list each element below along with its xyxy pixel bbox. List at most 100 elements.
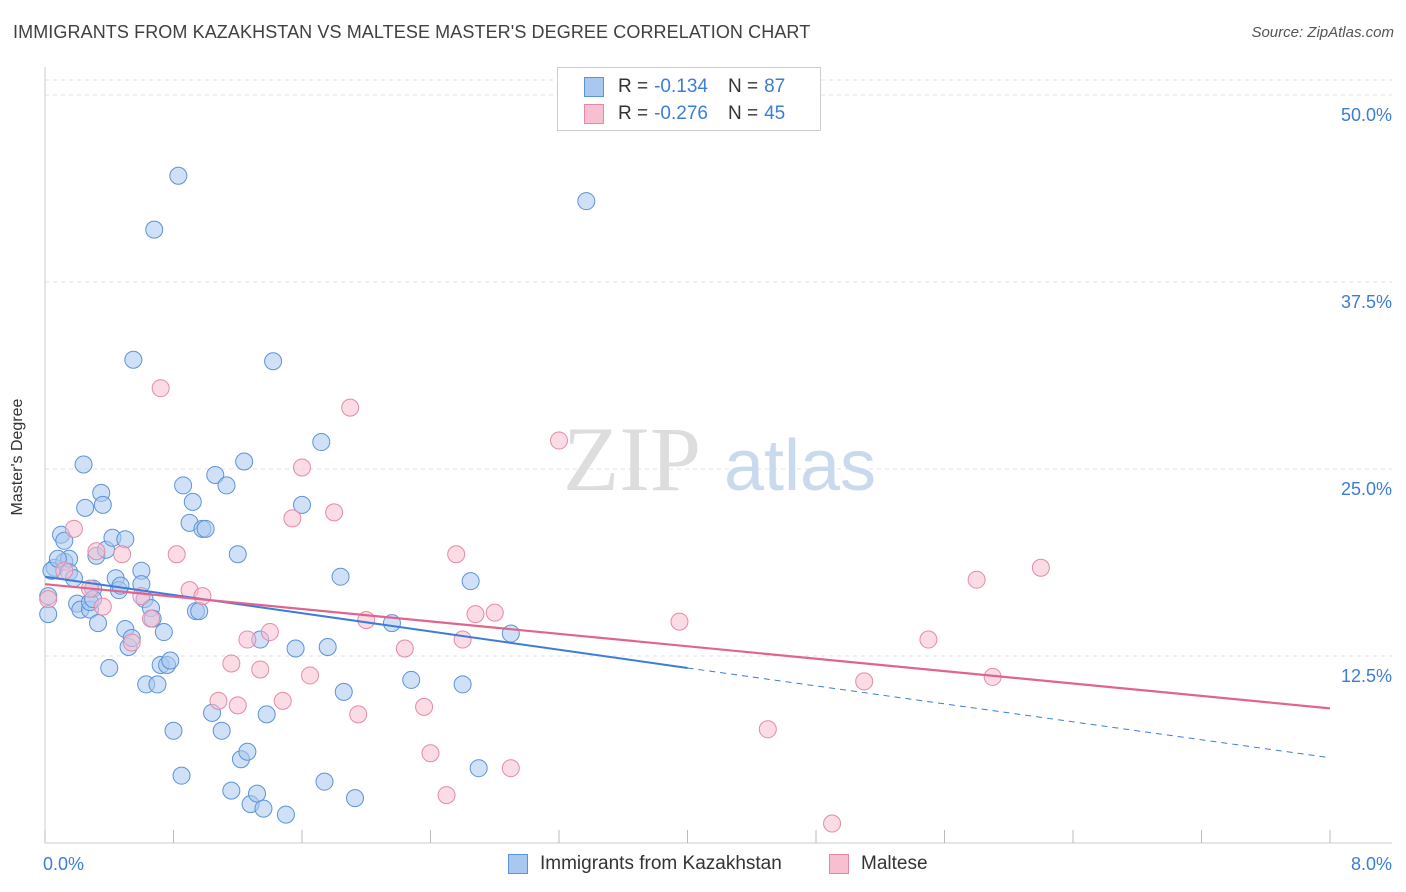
chart-title: IMMIGRANTS FROM KAZAKHSTAN VS MALTESE MA… bbox=[13, 22, 811, 42]
kazakhstan-point bbox=[254, 799, 273, 818]
legend-r-value: -0.134 bbox=[654, 76, 708, 97]
maltese-point bbox=[466, 605, 485, 624]
maltese-trend-line bbox=[44, 583, 1331, 710]
kazakhstan-point bbox=[334, 682, 353, 701]
kazakhstan-point bbox=[257, 705, 276, 724]
legend-r-value: -0.276 bbox=[654, 103, 708, 124]
bottom-legend-maltese: Maltese bbox=[829, 851, 928, 877]
kazakhstan-point bbox=[461, 572, 480, 591]
maltese-point bbox=[325, 503, 344, 522]
maltese-point bbox=[151, 379, 170, 398]
watermark: ZIP atlas bbox=[563, 408, 876, 510]
kazakhstan-point bbox=[235, 452, 254, 471]
bottom-legend-kazakhstan: Immigrants from Kazakhstan bbox=[508, 851, 782, 877]
maltese-point bbox=[758, 720, 777, 739]
maltese-point bbox=[55, 561, 74, 580]
maltese-point bbox=[670, 612, 689, 631]
kazakhstan-point bbox=[190, 602, 209, 621]
kazakhstan-point bbox=[172, 766, 191, 785]
maltese-point bbox=[501, 759, 520, 778]
legend-swatch-kazakhstan bbox=[584, 77, 604, 97]
legend-n-label: N = bbox=[727, 76, 759, 97]
kazakhstan-point bbox=[89, 614, 108, 633]
maltese-point bbox=[823, 814, 842, 833]
watermark-zip: ZIP bbox=[563, 408, 701, 510]
kazakhstan-point bbox=[286, 639, 305, 658]
maltese-point bbox=[415, 697, 434, 716]
kazakhstan-point bbox=[164, 721, 183, 740]
maltese-point bbox=[447, 545, 466, 564]
maltese-point bbox=[228, 696, 247, 715]
kazakhstan-point bbox=[402, 670, 421, 689]
kazakhstan-point bbox=[196, 519, 215, 538]
maltese-point bbox=[437, 786, 456, 805]
kazakhstan-point bbox=[469, 759, 488, 778]
maltese-point bbox=[39, 590, 58, 609]
y-tick-label: 50.0% bbox=[1341, 105, 1392, 125]
kazakhstan-point bbox=[238, 742, 257, 761]
kazakhstan-trend-extension bbox=[687, 667, 1331, 759]
maltese-point bbox=[122, 633, 141, 652]
maltese-point bbox=[273, 691, 292, 710]
maltese-point bbox=[293, 458, 311, 477]
x-tick-label-max: 8.0% bbox=[1351, 854, 1392, 874]
maltese-point bbox=[238, 630, 257, 649]
legend-r-label: R = bbox=[618, 103, 649, 124]
kazakhstan-point bbox=[116, 530, 135, 549]
kazakhstan-point bbox=[318, 638, 337, 657]
kazakhstan-point bbox=[93, 495, 112, 514]
x-tick-label-min: 0.0% bbox=[43, 854, 84, 874]
maltese-point bbox=[349, 705, 368, 724]
maltese-point bbox=[93, 597, 112, 616]
bottom-legend-label-maltese: Maltese bbox=[861, 853, 928, 874]
legend-n-label: N = bbox=[727, 103, 759, 124]
maltese-point bbox=[395, 639, 414, 658]
y-tick-label: 25.0% bbox=[1341, 479, 1392, 499]
kazakhstan-point bbox=[331, 567, 350, 586]
kazakhstan-points bbox=[39, 166, 596, 824]
kazakhstan-point bbox=[312, 433, 331, 452]
kazakhstan-point bbox=[212, 721, 231, 740]
maltese-point bbox=[142, 609, 161, 628]
kazakhstan-point bbox=[39, 605, 58, 624]
maltese-point bbox=[222, 654, 241, 673]
tick-labels: 12.5% 25.0% 37.5% 50.0% 0.0% 8.0% bbox=[43, 105, 1392, 874]
grid-lines bbox=[45, 79, 1392, 657]
kazakhstan-point bbox=[76, 498, 95, 517]
kazakhstan-point bbox=[577, 192, 596, 211]
maltese-point bbox=[209, 691, 228, 710]
legend-r-label: R = bbox=[618, 76, 649, 97]
maltese-point bbox=[855, 672, 874, 691]
legend-row-maltese: R = -0.276 N = 45 bbox=[584, 101, 785, 127]
kazakhstan-point bbox=[154, 623, 173, 642]
maltese-point bbox=[113, 545, 132, 564]
kazakhstan-point bbox=[145, 220, 164, 239]
kazakhstan-point bbox=[183, 492, 202, 511]
maltese-point bbox=[251, 660, 270, 679]
maltese-point bbox=[421, 744, 440, 763]
kazakhstan-point bbox=[206, 465, 225, 484]
maltese-point bbox=[967, 570, 986, 589]
kazakhstan-point bbox=[161, 651, 180, 670]
legend-n-value: 87 bbox=[764, 76, 786, 97]
maltese-point bbox=[1031, 558, 1050, 577]
maltese-point bbox=[301, 666, 320, 685]
y-tick-label: 37.5% bbox=[1341, 292, 1392, 312]
kazakhstan-point bbox=[100, 658, 119, 677]
maltese-point bbox=[283, 509, 302, 528]
kazakhstan-point bbox=[228, 545, 247, 564]
kazakhstan-point bbox=[124, 350, 143, 369]
kazakhstan-point bbox=[174, 476, 193, 495]
legend-swatch-maltese bbox=[584, 104, 604, 124]
kazakhstan-point bbox=[315, 772, 334, 791]
maltese-point bbox=[64, 519, 83, 538]
maltese-point bbox=[550, 431, 568, 450]
kazakhstan-point bbox=[169, 166, 188, 185]
kazakhstan-point bbox=[264, 352, 283, 371]
trend-lines bbox=[44, 575, 1331, 759]
source-label: Source: ZipAtlas.com bbox=[1251, 24, 1394, 41]
kazakhstan-point bbox=[55, 531, 74, 550]
kazakhstan-point bbox=[276, 805, 295, 824]
legend-row-kazakhstan: R = -0.134 N = 87 bbox=[584, 74, 785, 100]
